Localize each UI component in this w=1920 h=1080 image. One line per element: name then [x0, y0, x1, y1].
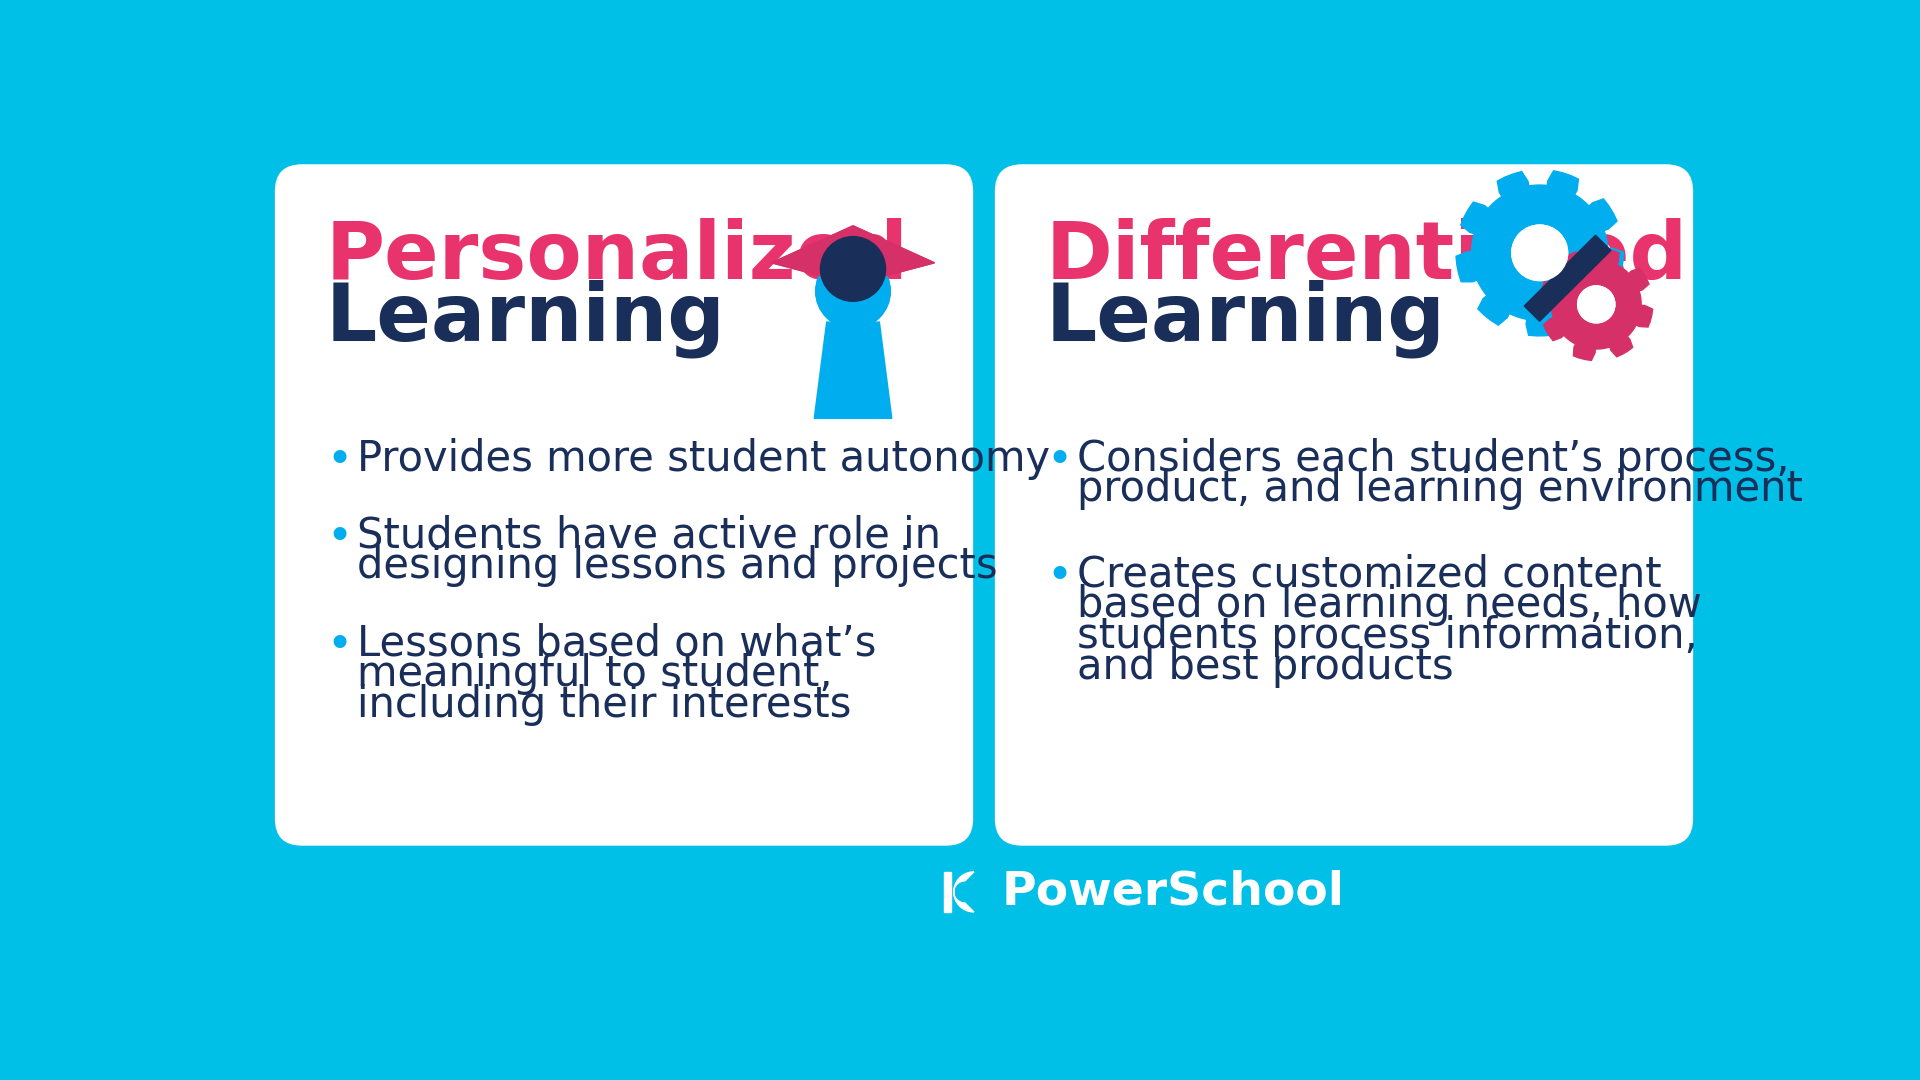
Circle shape: [816, 255, 891, 328]
Bar: [945, 872, 950, 912]
FancyBboxPatch shape: [275, 164, 973, 846]
Text: •: •: [326, 516, 351, 559]
FancyBboxPatch shape: [995, 164, 1693, 846]
Text: •: •: [326, 624, 351, 667]
Circle shape: [1578, 286, 1615, 323]
Text: Learning: Learning: [1044, 280, 1446, 359]
Polygon shape: [814, 322, 891, 418]
Polygon shape: [1524, 235, 1611, 321]
Text: Personalized: Personalized: [324, 218, 908, 296]
Text: Lessons based on what’s: Lessons based on what’s: [357, 622, 876, 664]
Circle shape: [820, 237, 885, 301]
Text: Creates customized content: Creates customized content: [1077, 553, 1661, 595]
Text: Differentiated: Differentiated: [1044, 218, 1688, 296]
Text: based on learning needs, how: based on learning needs, how: [1077, 584, 1701, 626]
Circle shape: [1511, 225, 1567, 281]
Text: students process information,: students process information,: [1077, 615, 1697, 657]
Text: •: •: [1046, 555, 1071, 597]
Polygon shape: [1540, 248, 1653, 361]
Polygon shape: [1455, 171, 1624, 336]
Text: Students have active role in: Students have active role in: [357, 514, 941, 556]
Text: designing lessons and projects: designing lessons and projects: [357, 545, 998, 588]
Text: meaningful to student,: meaningful to student,: [357, 653, 833, 696]
Text: Provides more student autonomy: Provides more student autonomy: [357, 437, 1050, 480]
Text: •: •: [1046, 440, 1071, 482]
Text: •: •: [326, 440, 351, 482]
Text: and best products: and best products: [1077, 646, 1453, 688]
Text: Considers each student’s process,: Considers each student’s process,: [1077, 437, 1789, 480]
Text: including their interests: including their interests: [357, 684, 851, 726]
Polygon shape: [954, 872, 973, 912]
Text: Learning: Learning: [324, 280, 726, 359]
Circle shape: [1578, 286, 1615, 323]
Circle shape: [820, 237, 885, 301]
Circle shape: [1511, 225, 1567, 281]
Polygon shape: [772, 226, 935, 284]
Text: PowerSchool: PowerSchool: [1002, 869, 1344, 915]
Circle shape: [816, 255, 891, 328]
Text: product, and learning environment: product, and learning environment: [1077, 469, 1803, 511]
Polygon shape: [772, 226, 935, 284]
